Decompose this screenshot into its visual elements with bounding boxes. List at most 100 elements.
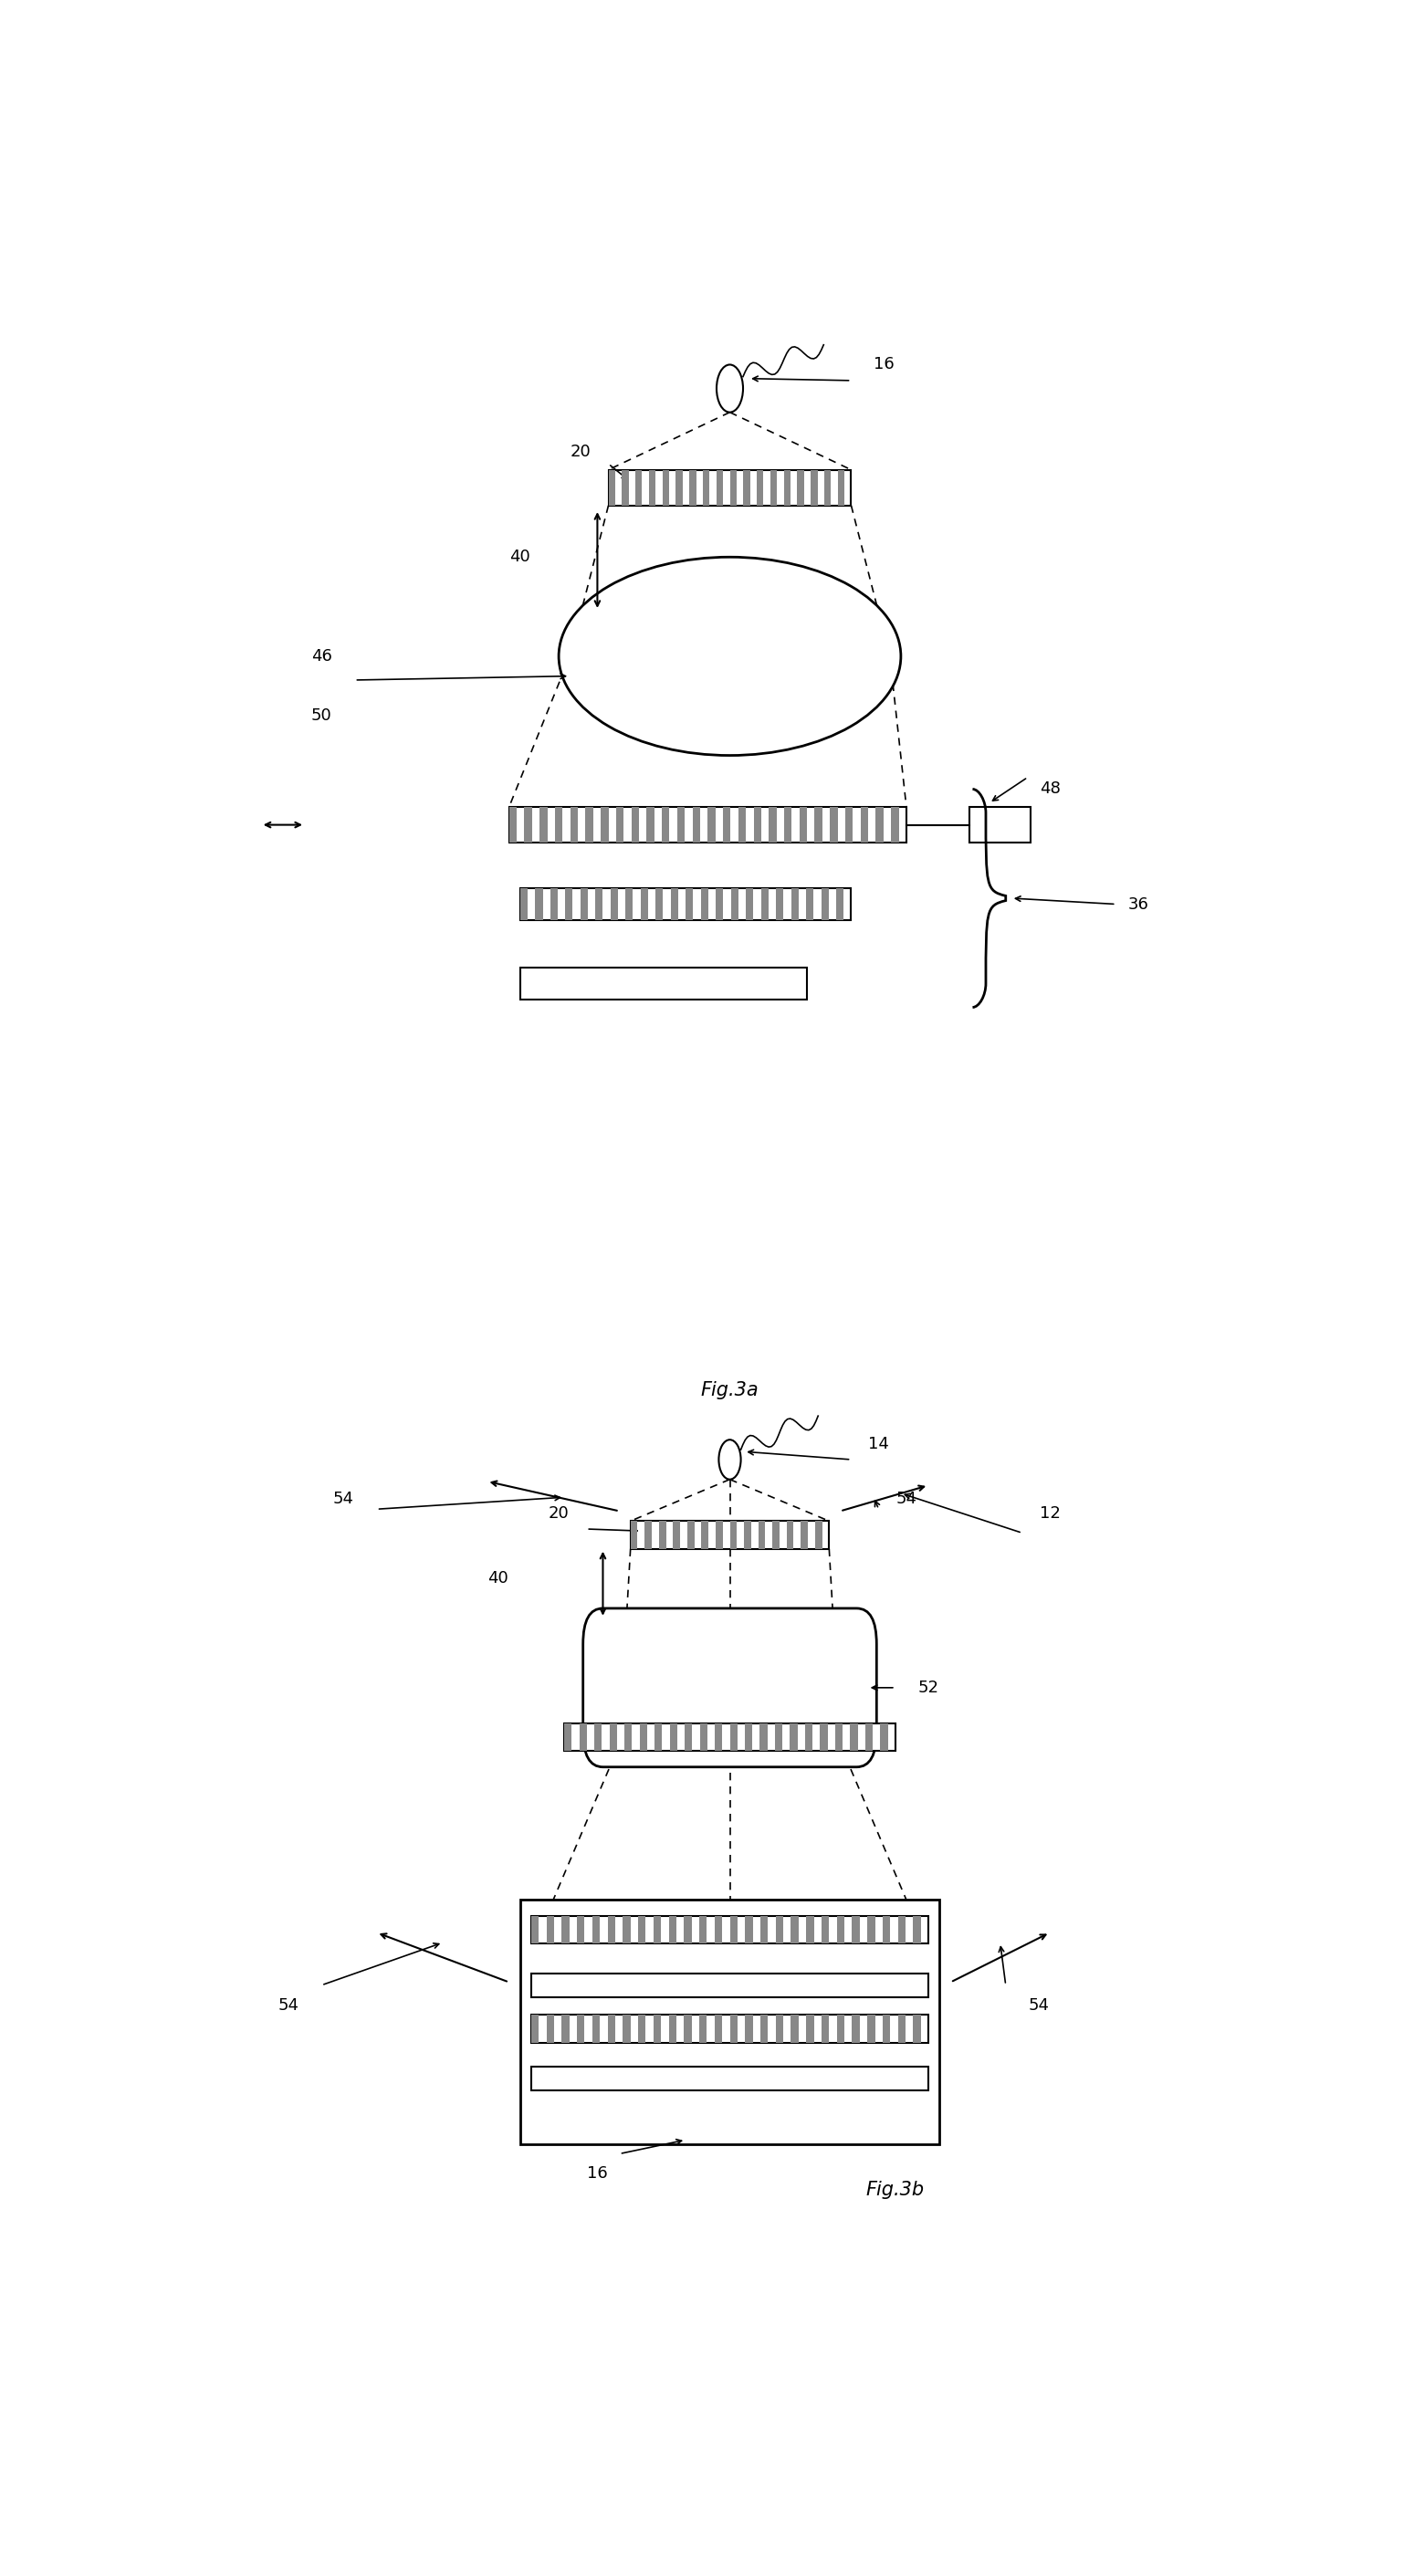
Bar [561,1917,570,1942]
Bar [745,1723,752,1752]
Bar [702,1520,709,1548]
Bar [810,469,817,505]
Bar [815,1520,822,1548]
Bar [806,2014,815,2043]
Bar [564,1723,572,1752]
Bar [745,2014,753,2043]
Bar [716,469,723,505]
Bar [753,806,762,842]
Bar [689,469,696,505]
Bar [760,889,769,920]
Bar [611,889,618,920]
Bar [564,1723,896,1752]
Bar [631,806,639,842]
Bar [510,806,517,842]
Bar [880,1723,887,1752]
Bar [729,1723,738,1752]
Bar [686,889,693,920]
Bar [699,2014,706,2043]
Text: 20: 20 [571,443,591,461]
Bar [520,969,807,999]
Bar [899,1917,906,1942]
Bar [850,1723,857,1752]
Bar [510,806,906,842]
Bar [776,2014,783,2043]
Bar [617,806,624,842]
Bar [646,806,654,842]
Bar [867,1917,874,1942]
Bar [592,2014,600,2043]
Bar [654,1917,661,1942]
Bar [561,2014,570,2043]
Text: 12: 12 [1040,1504,1061,1522]
Bar [547,2014,554,2043]
Bar [852,2014,860,2043]
Bar [608,2014,615,2043]
Bar [790,2014,799,2043]
Bar [822,2014,829,2043]
Bar [756,469,763,505]
Bar [520,889,852,920]
Bar [852,1917,860,1942]
Bar [622,469,628,505]
Bar [535,889,543,920]
Bar [625,889,634,920]
Bar [659,1520,666,1548]
Bar [785,806,792,842]
Bar [531,1917,538,1942]
Bar [638,2014,645,2043]
Bar [608,469,615,505]
Bar [531,1917,928,1942]
Bar [699,1917,706,1942]
Bar [790,1917,799,1942]
Bar [608,469,852,505]
Circle shape [719,1440,740,1479]
Ellipse shape [558,556,901,755]
Bar [601,806,608,842]
Bar [655,889,664,920]
Bar [577,1917,585,1942]
Bar [662,469,669,505]
Bar [715,2014,722,2043]
Text: 48: 48 [1040,781,1061,799]
Bar [824,469,832,505]
Bar [639,1723,646,1752]
Bar [899,2014,906,2043]
Bar [806,1917,815,1942]
Bar [669,1917,676,1942]
Bar [743,1520,750,1548]
Text: 54: 54 [1028,1996,1049,2014]
Bar [743,469,750,505]
Bar [716,889,723,920]
Bar [671,889,678,920]
Bar [641,889,648,920]
Text: 54: 54 [896,1492,917,1507]
Bar [654,2014,661,2043]
Bar [786,1520,793,1548]
Bar [580,1723,587,1752]
Bar [699,1723,708,1752]
Bar [822,889,829,920]
Bar [655,1723,662,1752]
Text: 36: 36 [1128,896,1149,912]
Bar [822,1917,829,1942]
Bar [531,2014,928,2043]
Bar [649,469,655,505]
Bar [883,2014,890,2043]
Bar [806,889,813,920]
Text: 16: 16 [874,355,894,374]
Bar [776,1917,783,1942]
Bar [662,806,669,842]
Bar [769,806,776,842]
Bar [883,1917,890,1942]
Bar [595,889,602,920]
Bar [790,1723,797,1752]
Bar [592,1917,600,1942]
Bar [716,1520,723,1548]
Bar [581,889,588,920]
Bar [685,1723,692,1752]
Bar [729,1917,738,1942]
Bar [867,2014,874,2043]
Bar [799,806,807,842]
Bar [631,1520,638,1548]
